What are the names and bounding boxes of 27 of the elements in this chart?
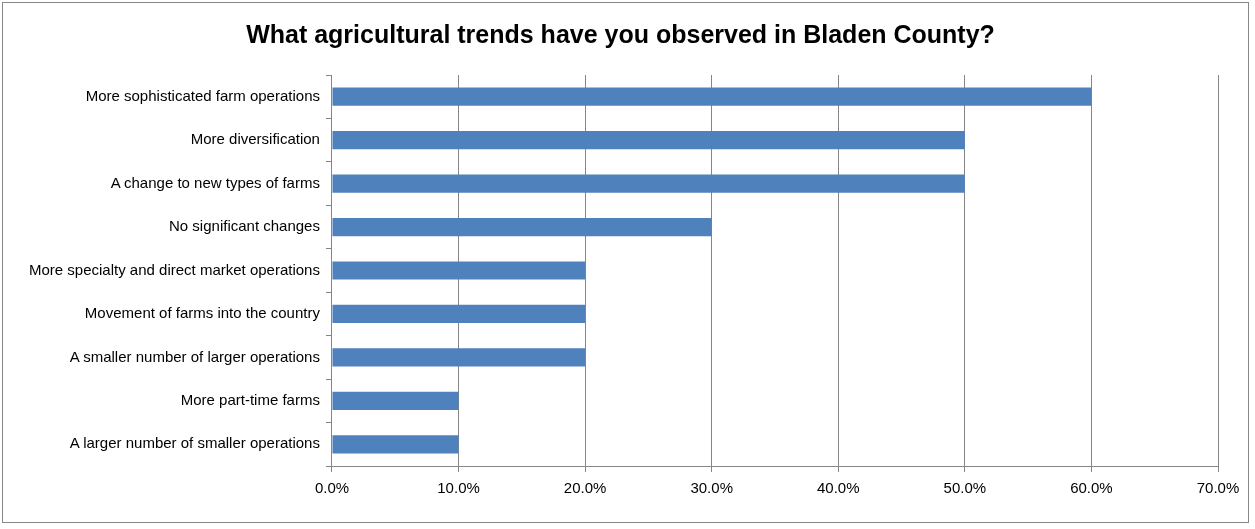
x-tick-label: 0.0% [314,479,350,497]
bar [332,304,586,324]
bar [332,435,459,454]
bar [332,348,586,367]
x-tick-label: 20.0% [563,479,607,497]
y-tick-label: Movement of farms into the country [84,304,321,322]
bar [332,261,586,280]
y-tick-label: No significant changes [169,217,320,235]
x-tick-label: 40.0% [817,479,860,497]
x-tick-label: 10.0% [437,479,480,497]
x-tick-label: 60.0% [1070,479,1113,497]
x-tick-label: 50.0% [943,479,987,497]
y-tick-label: More part-time farms [180,390,320,408]
x-tick-label: 70.0% [1196,479,1240,497]
bar [332,87,1092,106]
x-tick-label: 30.0% [690,479,733,497]
bar [332,217,712,237]
bar [332,174,965,193]
y-tick-label: More specialty and direct market operations [28,260,320,278]
chart-title: What agricultural trends have you observed in Bladen County? [246,19,995,48]
y-tick-label: A smaller number of larger operations [69,347,320,365]
y-tick-label: A change to new types of farms [110,173,320,191]
y-tick-label: More diversification [190,130,320,148]
bar [332,131,965,150]
bar [332,391,459,410]
y-tick-label: More sophisticated farm operations [85,86,320,104]
y-tick-label: A larger number of smaller operations [69,434,320,452]
